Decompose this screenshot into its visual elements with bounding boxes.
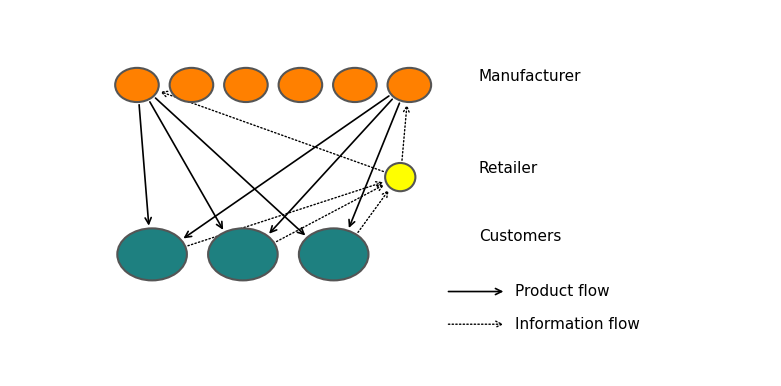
Text: Product flow: Product flow xyxy=(515,284,610,299)
Ellipse shape xyxy=(208,229,278,280)
Ellipse shape xyxy=(279,68,323,102)
Ellipse shape xyxy=(115,68,159,102)
Text: Retailer: Retailer xyxy=(479,161,538,176)
Text: Manufacturer: Manufacturer xyxy=(479,69,581,83)
Ellipse shape xyxy=(333,68,376,102)
Text: Customers: Customers xyxy=(479,229,562,244)
Text: Information flow: Information flow xyxy=(515,317,640,332)
Ellipse shape xyxy=(299,229,369,280)
Ellipse shape xyxy=(385,163,415,191)
Ellipse shape xyxy=(224,68,268,102)
Ellipse shape xyxy=(387,68,431,102)
Ellipse shape xyxy=(169,68,213,102)
Ellipse shape xyxy=(117,229,187,280)
